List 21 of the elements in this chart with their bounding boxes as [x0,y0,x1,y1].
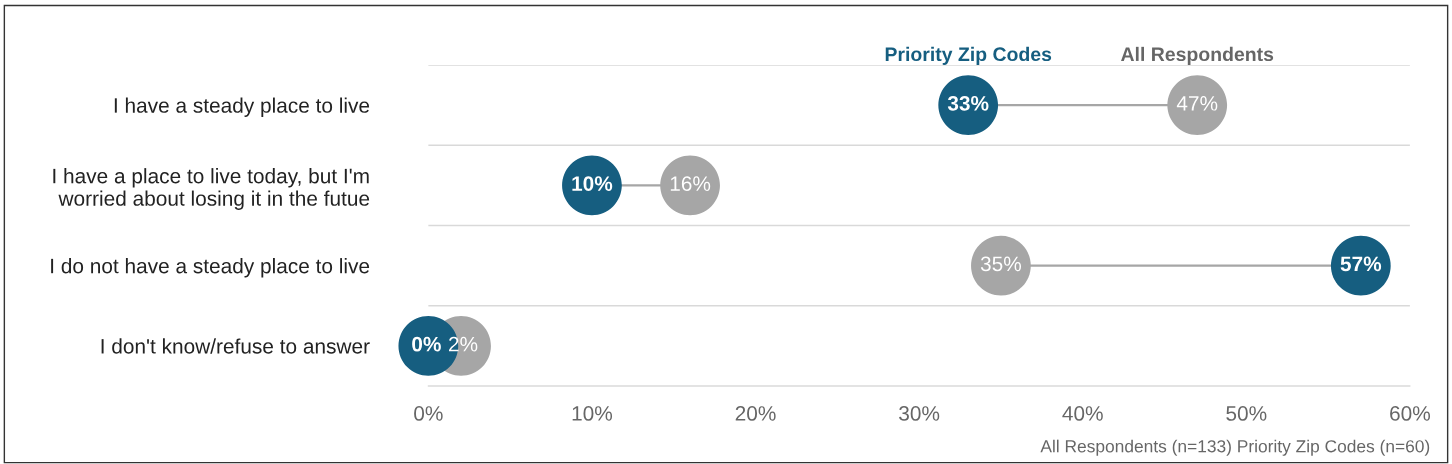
y-tick-label: I don't know/refuse to answer [101,338,370,354]
y-tick-label: I do not have a steady place to live [51,258,370,278]
data-label: 10% [572,176,613,191]
x-tick-label: 0% [414,406,443,421]
data-label: 57% [1340,256,1382,272]
x-tick-label: 50% [1226,406,1267,421]
x-tick-label: 40% [1062,406,1103,421]
data-label: 33% [947,95,989,111]
x-tick-label: 10% [572,406,613,421]
series-label: Priority Zip Codes [885,46,1052,65]
data-label: 0% [412,336,441,352]
y-tick-label: I have a place to live today, but I'm worried about losing it in the futue [53,168,370,210]
x-tick-label: 60% [1390,406,1430,421]
text: All Respondents (n=133) Priority Zip Codes (n=60) [1040,439,1430,456]
x-tick-label: 20% [735,406,776,421]
series-label: All Respondents [1121,46,1274,65]
data-label: 16% [670,176,711,191]
data-label: 47% [1176,96,1218,111]
y-tick-label: I have a steady place to live [114,97,370,117]
data-label: 35% [980,256,1022,272]
x-tick-label: 30% [899,406,940,421]
